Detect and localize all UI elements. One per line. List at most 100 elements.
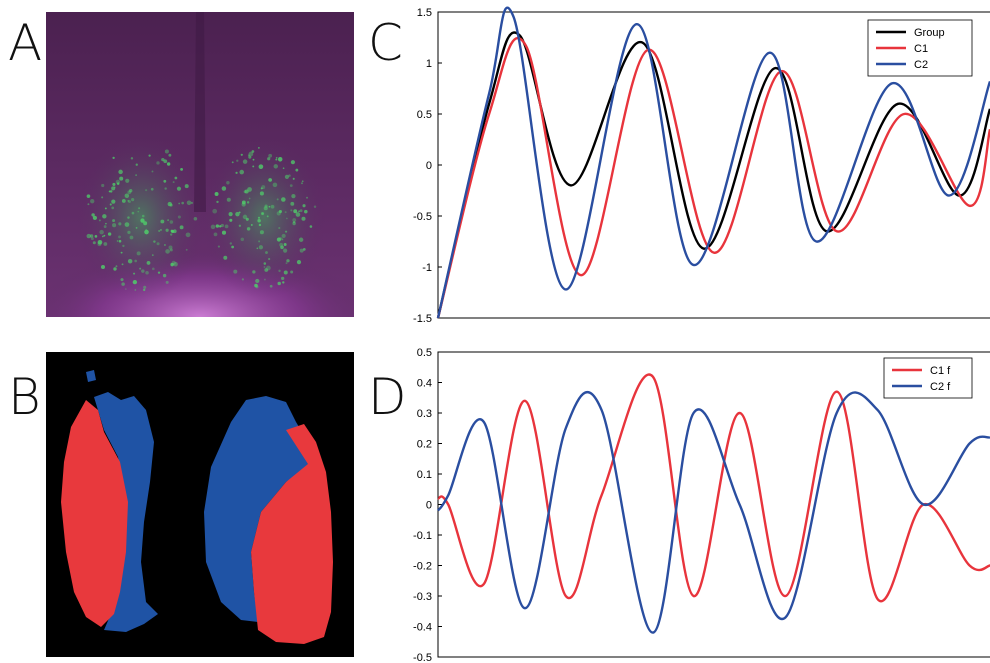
cell-dot xyxy=(127,230,131,235)
cell-dot xyxy=(257,216,261,219)
cell-dot xyxy=(300,182,304,185)
chart-d-legend: C1 f C2 f xyxy=(883,357,973,399)
cell-dot xyxy=(101,235,104,238)
cell-dot xyxy=(293,221,296,224)
cell-dot xyxy=(87,203,90,206)
cell-dot xyxy=(118,235,121,239)
cell-dot xyxy=(266,215,269,218)
cell-dot xyxy=(217,245,220,248)
segmentation-map xyxy=(46,352,354,657)
cell-dot xyxy=(277,281,281,286)
cell-dot xyxy=(255,285,259,289)
cell-dot xyxy=(133,272,136,275)
left-lobe xyxy=(76,132,206,302)
cell-dot xyxy=(143,285,147,289)
cell-dot xyxy=(165,228,169,232)
cell-dot xyxy=(121,199,126,203)
cell-dot xyxy=(281,233,286,239)
cell-dot xyxy=(231,245,235,249)
legend-label: C2 xyxy=(914,59,928,71)
cell-dot xyxy=(302,248,306,251)
cell-dot xyxy=(242,159,248,164)
cell-dot xyxy=(118,169,123,175)
right-red-region xyxy=(251,424,333,644)
cell-dot xyxy=(238,224,242,227)
cell-dot xyxy=(220,223,224,228)
cell-dot xyxy=(264,268,269,272)
cell-dot xyxy=(174,176,178,180)
cell-dot xyxy=(259,191,264,196)
cell-dot xyxy=(136,251,141,256)
cell-dot xyxy=(282,167,285,170)
cell-dot xyxy=(170,229,174,233)
cell-dot xyxy=(250,223,253,226)
cell-dot xyxy=(280,245,284,250)
cell-dot xyxy=(295,212,301,217)
cell-dot xyxy=(240,153,243,156)
cell-dot xyxy=(90,237,94,241)
cell-dot xyxy=(285,230,288,233)
cell-dot xyxy=(115,179,121,185)
y-tick-label: 0 xyxy=(426,500,432,512)
cell-dot xyxy=(283,242,287,246)
cell-dot xyxy=(112,156,115,160)
cell-dot xyxy=(226,197,231,202)
cell-dot xyxy=(260,187,263,190)
cell-dot xyxy=(247,187,252,192)
cell-dot xyxy=(156,242,160,246)
cell-dot xyxy=(265,251,268,254)
cell-dot xyxy=(235,171,238,174)
cell-dot xyxy=(246,201,250,204)
cell-dot xyxy=(186,200,192,206)
cell-dot xyxy=(168,245,173,250)
y-tick-label: -0.5 xyxy=(413,652,432,663)
cell-dot xyxy=(113,186,116,189)
cell-dot xyxy=(226,181,230,185)
cell-dot xyxy=(116,182,120,185)
cell-dot xyxy=(290,209,293,212)
cell-dot xyxy=(146,261,151,265)
cell-dot xyxy=(252,165,255,168)
cell-dot xyxy=(170,262,174,267)
cell-dot xyxy=(134,259,137,263)
cell-dot xyxy=(125,178,130,183)
cell-dot xyxy=(301,180,304,183)
cell-dot xyxy=(167,219,170,222)
cell-dot xyxy=(298,210,300,213)
cell-dot xyxy=(263,262,267,265)
cell-dot xyxy=(298,237,304,242)
left-red-region xyxy=(61,400,128,627)
cell-dot xyxy=(291,194,296,199)
cell-dot xyxy=(269,284,273,288)
cell-dot xyxy=(299,209,303,213)
cell-dot xyxy=(164,149,169,154)
cell-dot xyxy=(193,216,198,221)
cell-dot xyxy=(160,219,165,224)
cell-dot xyxy=(107,232,112,236)
cell-dot xyxy=(267,157,271,161)
cell-dot xyxy=(290,270,294,274)
cell-dot xyxy=(229,218,233,222)
cell-dot xyxy=(103,225,107,228)
cell-dot xyxy=(258,240,261,243)
cell-dot xyxy=(246,227,251,231)
cell-dot xyxy=(98,219,101,222)
cell-dot xyxy=(302,204,306,208)
cell-dot xyxy=(292,218,297,222)
cell-dot xyxy=(261,185,266,190)
right-blue-region xyxy=(204,396,314,622)
cell-dot xyxy=(145,189,148,192)
cell-dot xyxy=(240,237,245,242)
panel-letter-b: B xyxy=(8,368,41,426)
cell-dot xyxy=(255,278,260,284)
series-line-c1 xyxy=(436,37,990,319)
cell-dot xyxy=(130,157,134,160)
cell-dot xyxy=(299,248,304,253)
cell-dot xyxy=(169,220,174,224)
cell-dot xyxy=(276,237,281,242)
legend-label: C2 f xyxy=(930,381,951,393)
cell-dot xyxy=(258,223,262,227)
series-line-c1-f xyxy=(437,373,990,603)
cell-dot xyxy=(121,282,125,286)
cell-dot xyxy=(116,240,119,242)
